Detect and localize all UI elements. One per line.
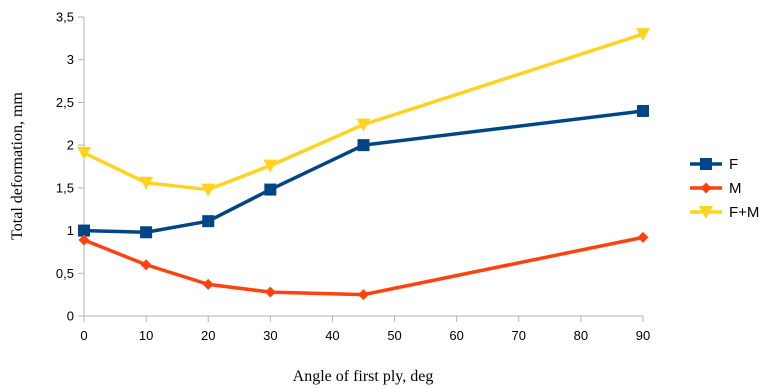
x-tick-label: 20 (201, 328, 215, 343)
data-point-m (202, 278, 214, 290)
legend-marker-f-m (699, 206, 713, 219)
legend-label-f-m: F+M (729, 204, 759, 221)
data-point-f-m (263, 159, 278, 173)
x-tick-label: 80 (574, 328, 588, 343)
data-point-m (140, 259, 152, 271)
series-line-f-m (83, 32, 644, 192)
y-tick-label: 3 (67, 52, 74, 67)
y-axis-title: Total deformation, mm (9, 92, 26, 240)
x-tick-label: 70 (512, 328, 526, 343)
axes (83, 17, 643, 317)
data-point-m (358, 289, 369, 301)
x-tick-group: 0 10 20 30 40 50 60 70 80 90 (80, 316, 650, 343)
y-tick-label: 2 (67, 138, 74, 153)
data-point-f-m (201, 183, 216, 197)
x-tick-label: 90 (636, 328, 650, 343)
x-axis-title: Angle of first ply, deg (293, 368, 434, 385)
series-layer (77, 28, 650, 301)
data-point-m (637, 231, 649, 243)
x-tick-label: 30 (263, 328, 277, 343)
x-tick-label: 60 (449, 328, 463, 343)
x-tick-label: 10 (139, 328, 153, 343)
data-point-f (140, 226, 153, 239)
legend-label-m: M (729, 180, 742, 197)
data-point-f-m (139, 176, 154, 190)
legend-item-m: M (690, 180, 742, 197)
data-point-f (264, 183, 277, 196)
x-tick-label: 50 (387, 328, 401, 343)
legend-marker-f (700, 158, 712, 170)
data-point-f-m (356, 118, 371, 132)
data-point-f (637, 104, 649, 117)
y-tick-label: 0,5 (56, 266, 74, 281)
y-tick-label: 2,5 (56, 95, 74, 110)
y-tick-label: 0 (67, 309, 74, 324)
series-line-f (83, 109, 644, 235)
series-m (78, 231, 649, 301)
data-point-f (357, 139, 370, 152)
legend-item-f: F (690, 156, 738, 173)
data-point-f-m (77, 146, 91, 160)
series-f-m (77, 28, 650, 197)
x-tick-label: 0 (80, 328, 87, 343)
y-tick-label: 3,5 (56, 10, 74, 25)
legend-marker-m (700, 182, 712, 194)
y-tick-label: 1 (67, 223, 74, 238)
legend-label-f: F (729, 156, 738, 173)
data-point-m (264, 286, 276, 298)
series-line-m (83, 235, 644, 297)
y-tick-group: 0 0,5 1 1,5 2 2,5 3 3,5 (56, 10, 84, 324)
data-point-m (78, 234, 90, 246)
legend-item-f-m: F+M (690, 204, 759, 221)
series-f (78, 104, 649, 239)
data-point-f-m (636, 28, 650, 42)
x-tick-label: 40 (325, 328, 339, 343)
data-point-f (202, 215, 215, 228)
data-point-f (78, 224, 90, 237)
y-tick-label: 1,5 (56, 180, 74, 195)
legend: FM F+M (690, 156, 759, 221)
